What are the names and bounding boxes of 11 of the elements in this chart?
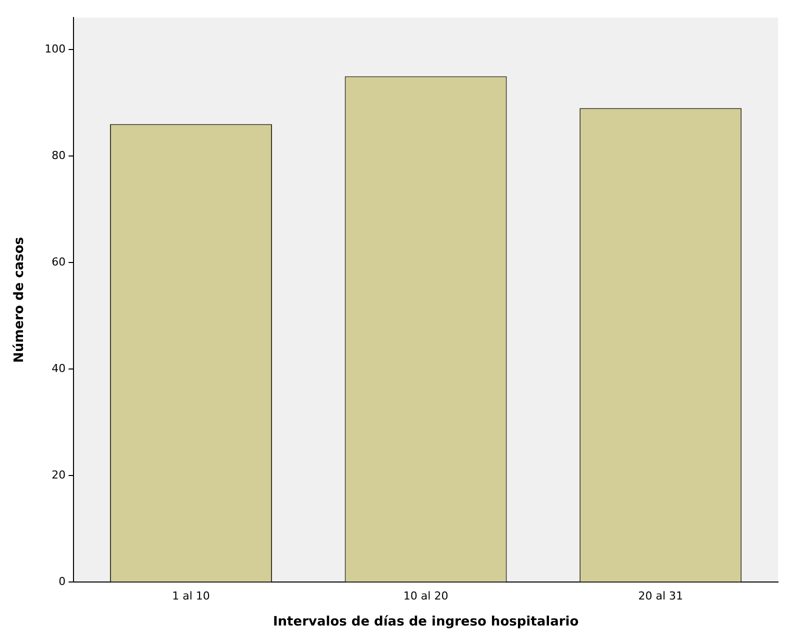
- x-axis-title: Intervalos de días de ingreso hospitalario: [272, 614, 579, 630]
- x-tick-label: 20 al 31: [638, 590, 683, 603]
- x-tick-label: 1 al 10: [172, 590, 210, 603]
- y-tick-label: 100: [44, 42, 66, 56]
- x-tick-label: 10 al 20: [403, 590, 448, 603]
- y-tick-label: 60: [52, 255, 66, 268]
- y-tick-label: 80: [52, 148, 66, 162]
- y-axis-title: Número de casos: [12, 236, 28, 363]
- y-tick-label: 20: [52, 468, 66, 482]
- y-tick-label: 0: [58, 575, 66, 588]
- y-tick-label: 40: [52, 362, 66, 376]
